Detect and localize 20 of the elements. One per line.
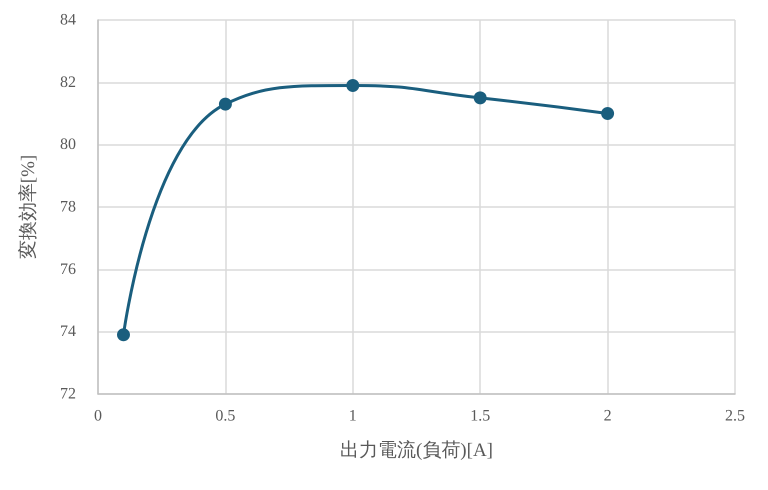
y-tick-label: 78 [60,198,76,216]
x-tick-label: 2 [604,408,612,424]
point [218,98,232,111]
y-tick-label: 80 [60,136,76,154]
y-tick-label: 72 [60,386,76,402]
point [474,91,487,104]
x-tick-label: 0.5 [215,408,236,424]
y-tick-label: 82 [60,74,76,91]
x-tick-label: 1 [348,408,357,424]
y-tick-label: 84 [60,12,76,28]
point [116,328,130,342]
y-tick-label: 76 [60,260,76,278]
point [346,78,360,92]
x-tick-label: 1.5 [470,408,490,424]
x-tick-label: 0 [94,408,102,424]
x-axis-title: 出力電流(負荷)[A] [340,439,494,461]
y-tick-label: 74 [60,323,76,340]
x-tick-label: 2.5 [725,408,745,424]
point [601,107,614,120]
y-axis-title: 変換効率[%] [17,154,39,260]
